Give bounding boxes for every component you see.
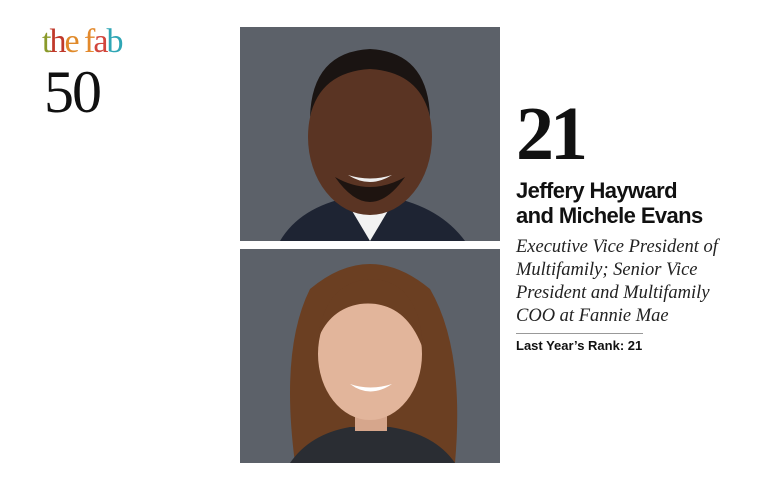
fab-50-logo: the fab 50 — [42, 23, 142, 125]
photo-michele-evans — [240, 249, 500, 463]
entry-column: 21 Jeffery Hayward and Michele Evans Exe… — [516, 92, 756, 354]
divider — [516, 333, 643, 334]
honoree-names: Jeffery Hayward and Michele Evans — [516, 178, 703, 228]
photo-jeffery-hayward — [240, 27, 500, 241]
logo-50: 50 — [44, 59, 102, 125]
name-line-1: Jeffery Hayward — [516, 178, 678, 203]
logo-the-fab: the fab — [42, 23, 123, 60]
last-year-rank: Last Year’s Rank: 21 — [516, 338, 643, 353]
name-line-2: and Michele Evans — [516, 203, 703, 228]
honoree-title: Executive Vice President of Multifamily;… — [516, 237, 718, 326]
rank-number: 21 — [516, 92, 588, 176]
